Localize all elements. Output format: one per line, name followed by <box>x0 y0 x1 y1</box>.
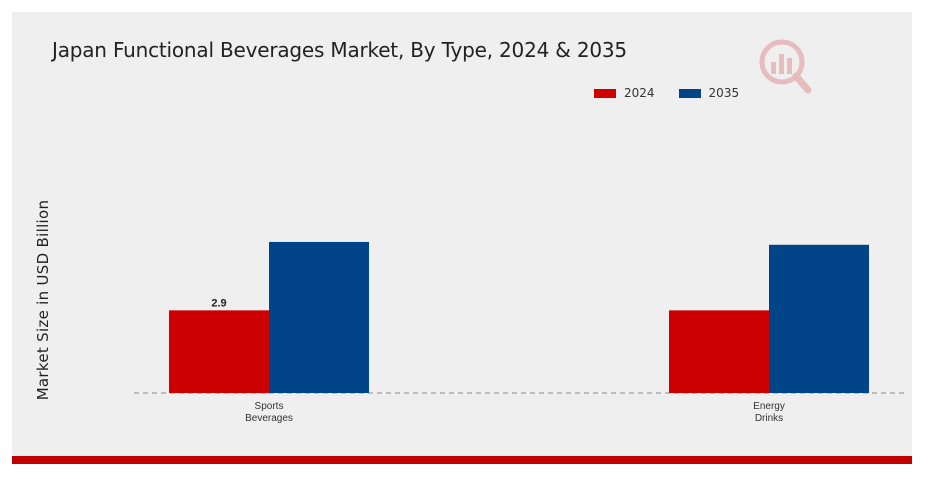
x-tick-label: Energy Drinks <box>753 401 785 424</box>
legend-label-2024: 2024 <box>624 86 655 100</box>
bar-2035-sports <box>269 241 369 393</box>
chart-title: Japan Functional Beverages Market, By Ty… <box>52 38 627 62</box>
legend-swatch-2035 <box>678 88 701 98</box>
legend-item-2035: 2035 <box>678 86 740 100</box>
market-research-logo-icon <box>759 39 812 94</box>
legend-item-2024: 2024 <box>594 86 655 100</box>
accent-bar <box>12 456 912 464</box>
x-tick-label: Sports Beverages <box>245 401 293 424</box>
bar-2024-energy <box>669 310 769 393</box>
bar-2035-energy <box>769 244 869 393</box>
data-label: 2.9 <box>211 297 226 309</box>
legend-label-2035: 2035 <box>708 86 740 100</box>
chart-legend: 2024 2035 <box>594 86 763 100</box>
bar-2024-sports <box>169 310 269 393</box>
legend-swatch-2024 <box>594 88 616 98</box>
